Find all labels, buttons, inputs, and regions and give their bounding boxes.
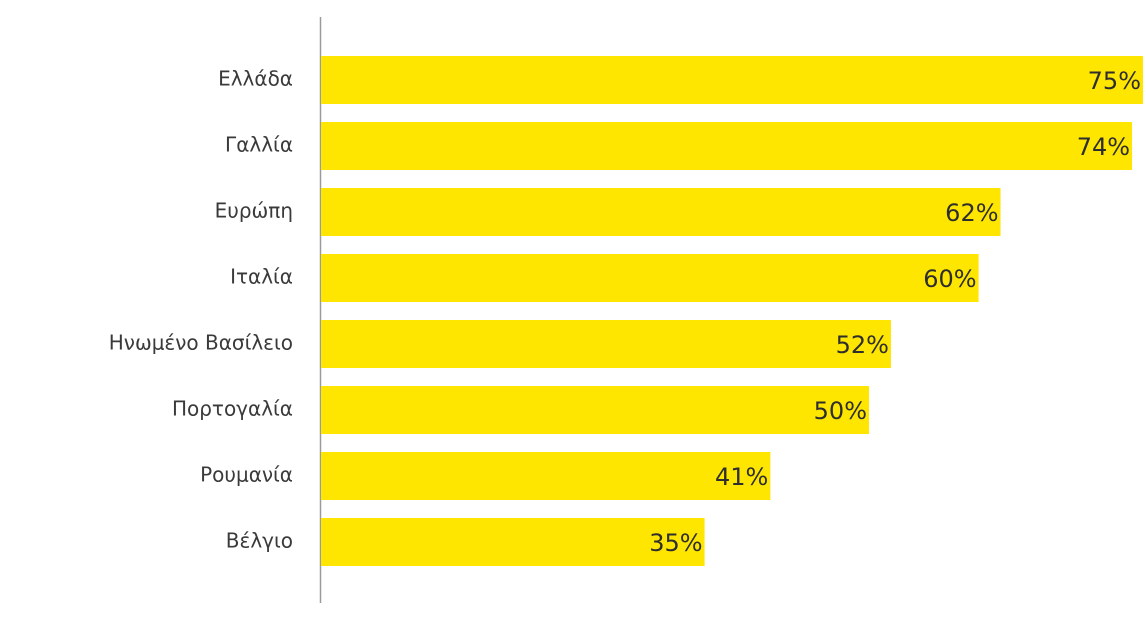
value-label: 62% [945, 199, 998, 227]
bar [321, 452, 771, 500]
bar [321, 56, 1143, 104]
category-label: Πορτογαλία [172, 397, 293, 421]
category-label: Ιταλία [230, 265, 293, 289]
bar [321, 518, 705, 566]
bar [321, 188, 1001, 236]
category-label: Γαλλία [225, 133, 293, 157]
value-label: 41% [715, 463, 768, 491]
value-label: 50% [814, 397, 867, 425]
value-label: 35% [649, 529, 702, 557]
category-label: Ηνωμένο Βασίλειο [109, 331, 293, 355]
category-label: Ρουμανία [200, 463, 293, 487]
value-label: 60% [923, 265, 976, 293]
category-label: Ευρώπη [215, 199, 293, 223]
bar [321, 254, 979, 302]
value-label: 75% [1088, 67, 1141, 95]
bar [321, 386, 869, 434]
category-label: Βέλγιο [226, 529, 293, 553]
bar [321, 122, 1133, 170]
bar [321, 320, 891, 368]
category-label: Ελλάδα [218, 67, 293, 91]
value-label: 52% [836, 331, 889, 359]
value-label: 74% [1077, 133, 1130, 161]
